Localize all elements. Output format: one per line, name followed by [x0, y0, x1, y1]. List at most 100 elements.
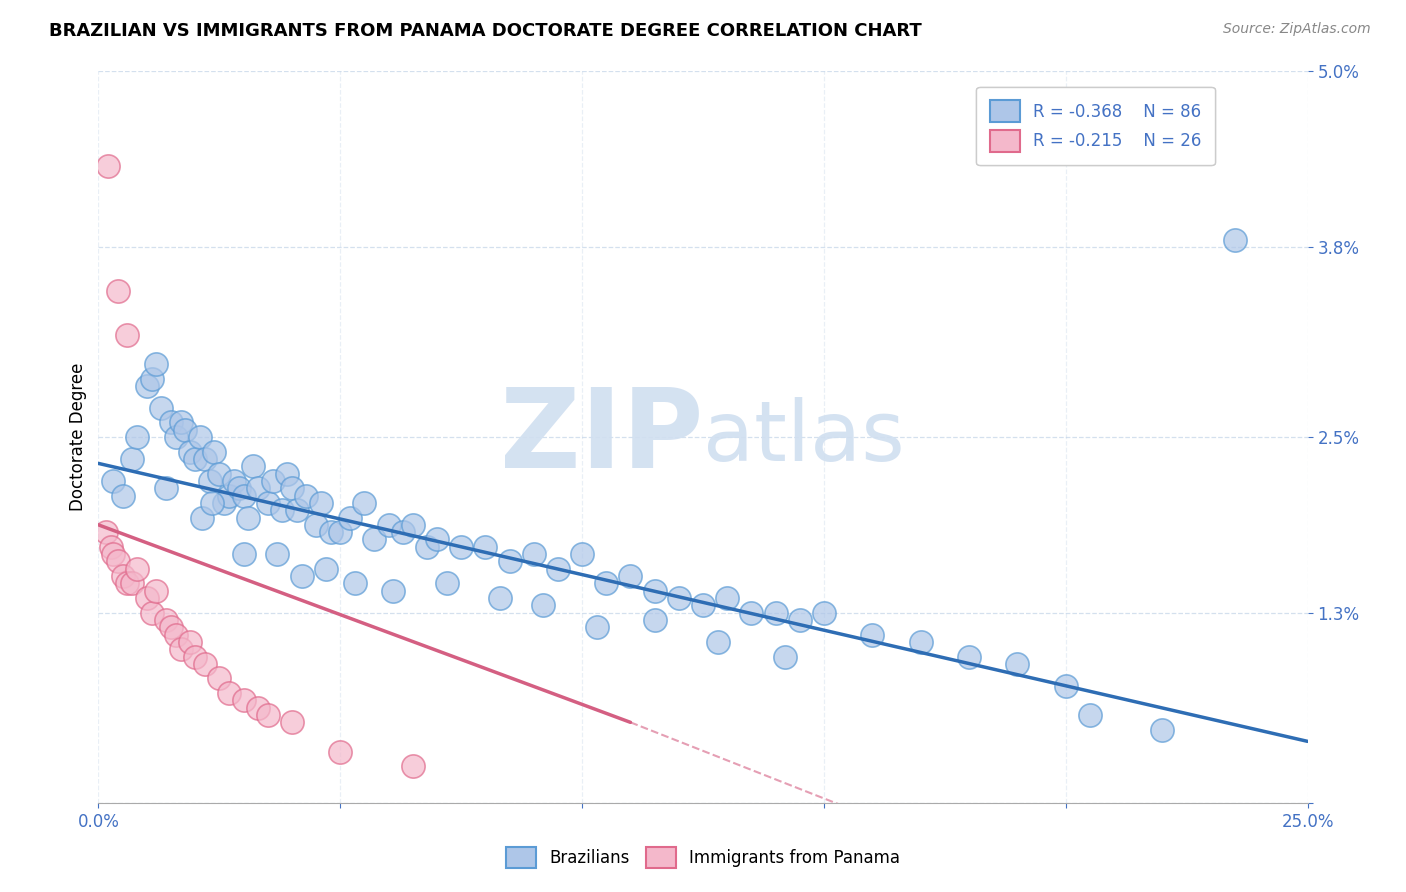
Point — [668, 591, 690, 605]
Point — [242, 459, 264, 474]
Point — [165, 430, 187, 444]
Point — [377, 517, 399, 532]
Point — [1223, 233, 1246, 247]
Point — [547, 562, 569, 576]
Point — [218, 489, 240, 503]
Point — [266, 547, 288, 561]
Point — [271, 503, 294, 517]
Point — [489, 591, 512, 605]
Point — [436, 576, 458, 591]
Point — [94, 525, 117, 540]
Point — [789, 613, 811, 627]
Point — [228, 481, 250, 495]
Point — [281, 715, 304, 730]
Point — [179, 444, 201, 458]
Y-axis label: Doctorate Degree: Doctorate Degree — [69, 363, 87, 511]
Point — [184, 649, 207, 664]
Point — [218, 686, 240, 700]
Point — [232, 489, 254, 503]
Point — [773, 649, 796, 664]
Point — [150, 401, 173, 415]
Point — [416, 540, 439, 554]
Point — [382, 583, 405, 598]
Point — [97, 160, 120, 174]
Point — [531, 599, 554, 613]
Point — [232, 547, 254, 561]
Text: ZIP: ZIP — [499, 384, 703, 491]
Legend: R = -0.368    N = 86, R = -0.215    N = 26: R = -0.368 N = 86, R = -0.215 N = 26 — [976, 87, 1215, 165]
Point — [957, 649, 980, 664]
Point — [201, 496, 224, 510]
Point — [426, 533, 449, 547]
Point — [392, 525, 415, 540]
Point — [127, 562, 149, 576]
Point — [247, 481, 270, 495]
Point — [716, 591, 738, 605]
Point — [101, 474, 124, 488]
Point — [141, 371, 163, 385]
Point — [101, 547, 124, 561]
Point — [860, 627, 883, 641]
Point — [169, 416, 191, 430]
Point — [329, 745, 352, 759]
Point — [160, 416, 183, 430]
Point — [135, 591, 157, 605]
Point — [256, 708, 278, 723]
Point — [1007, 657, 1029, 671]
Point — [319, 525, 342, 540]
Point — [179, 635, 201, 649]
Point — [155, 613, 177, 627]
Point — [111, 569, 134, 583]
Point — [402, 517, 425, 532]
Point — [145, 357, 167, 371]
Point — [107, 554, 129, 568]
Point — [290, 569, 312, 583]
Point — [262, 474, 284, 488]
Text: Source: ZipAtlas.com: Source: ZipAtlas.com — [1223, 22, 1371, 37]
Point — [194, 452, 217, 467]
Point — [644, 583, 666, 598]
Point — [198, 474, 221, 488]
Point — [315, 562, 337, 576]
Point — [585, 620, 607, 634]
Point — [450, 540, 472, 554]
Point — [208, 672, 231, 686]
Point — [339, 510, 361, 524]
Point — [498, 554, 520, 568]
Point — [281, 481, 304, 495]
Point — [474, 540, 496, 554]
Point — [135, 379, 157, 393]
Point — [222, 474, 245, 488]
Point — [402, 759, 425, 773]
Point — [107, 284, 129, 298]
Point — [165, 627, 187, 641]
Point — [740, 606, 762, 620]
Point — [121, 452, 143, 467]
Point — [571, 547, 593, 561]
Point — [100, 540, 122, 554]
Point — [188, 430, 211, 444]
Point — [644, 613, 666, 627]
Point — [117, 576, 139, 591]
Point — [305, 517, 328, 532]
Point — [295, 489, 318, 503]
Point — [706, 635, 728, 649]
Point — [111, 489, 134, 503]
Point — [595, 576, 617, 591]
Point — [191, 510, 214, 524]
Point — [247, 700, 270, 714]
Text: BRAZILIAN VS IMMIGRANTS FROM PANAMA DOCTORATE DEGREE CORRELATION CHART: BRAZILIAN VS IMMIGRANTS FROM PANAMA DOCT… — [49, 22, 922, 40]
Point — [184, 452, 207, 467]
Point — [343, 576, 366, 591]
Point — [117, 327, 139, 342]
Point — [363, 533, 385, 547]
Point — [204, 444, 226, 458]
Point — [910, 635, 932, 649]
Point — [145, 583, 167, 598]
Point — [285, 503, 308, 517]
Point — [256, 496, 278, 510]
Point — [1054, 679, 1077, 693]
Point — [1152, 723, 1174, 737]
Point — [813, 606, 835, 620]
Point — [160, 620, 183, 634]
